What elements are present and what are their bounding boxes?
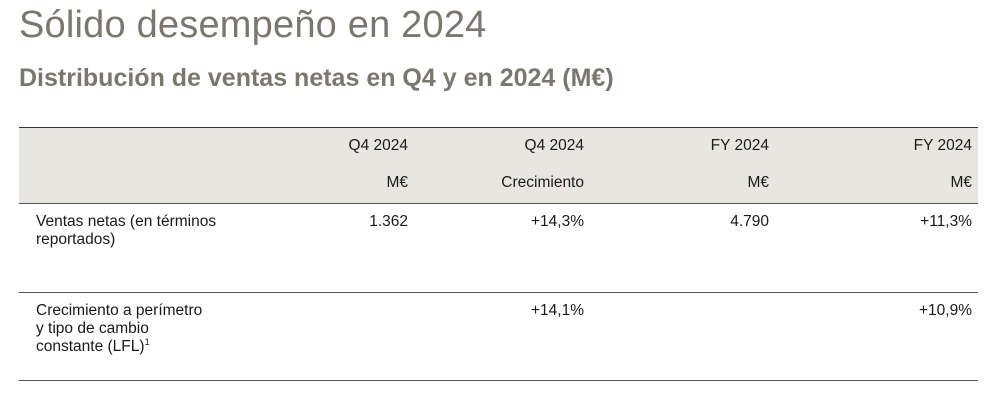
cell-fy-value: 4.790: [730, 213, 769, 230]
header-fy-m-line1: FY 2024: [710, 137, 769, 154]
footnote-marker: 1: [144, 336, 150, 347]
header-q4-growth-line2: Crecimiento: [501, 174, 584, 191]
page-title: Sólido desempeño en 2024: [19, 4, 487, 46]
cell-fy-growth: +10,9%: [918, 302, 972, 319]
row-label-ventas-netas: Ventas netas (en términos reportados): [36, 213, 226, 249]
cell-q4-value: 1.362: [369, 213, 408, 230]
header-fy-m-line2: M€: [747, 174, 769, 191]
cell-fy-growth: +11,3%: [920, 213, 972, 230]
cell-q4-growth: +14,1%: [530, 302, 584, 319]
sales-table: Q4 2024 M€ Q4 2024 Crecimiento FY 2024 M…: [19, 127, 978, 381]
header-fy-m2-line2: M€: [950, 174, 972, 191]
table-row: Ventas netas (en términos reportados) 1.…: [19, 204, 978, 293]
row-label-text: Crecimiento a perímetro y tipo de cambio…: [36, 302, 203, 355]
row-label-lfl: Crecimiento a perímetro y tipo de cambio…: [36, 302, 211, 356]
row-label-text: Ventas netas (en términos reportados): [36, 213, 217, 248]
header-fy-m2-line1: FY 2024: [913, 137, 972, 154]
page-subtitle: Distribución de ventas netas en Q4 y en …: [19, 64, 614, 92]
cell-q4-growth: +14,3%: [530, 213, 584, 230]
table-row: Crecimiento a perímetro y tipo de cambio…: [19, 293, 978, 381]
header-q4-m-line2: M€: [386, 174, 408, 191]
header-q4-m-line1: Q4 2024: [348, 137, 408, 154]
header-q4-growth-line1: Q4 2024: [524, 137, 584, 154]
table-header: Q4 2024 M€ Q4 2024 Crecimiento FY 2024 M…: [19, 127, 978, 204]
